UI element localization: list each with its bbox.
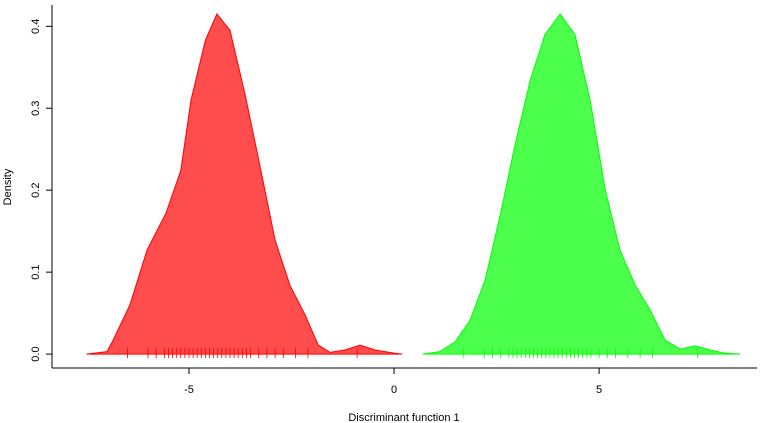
y-tick-label: 0.1	[30, 264, 42, 279]
x-axis-title: Discriminant function 1	[348, 412, 459, 423]
y-axis-title: Density	[2, 168, 14, 205]
y-tick-label: 0.3	[30, 101, 42, 116]
density-area	[422, 13, 741, 355]
x-tick-label: 0	[391, 384, 397, 396]
y-tick-label: 0.2	[30, 183, 42, 198]
y-tick-label: 0.4	[30, 19, 42, 34]
density-area	[86, 13, 403, 355]
x-tick-label: 5	[596, 384, 602, 396]
x-tick-label: -5	[184, 384, 194, 396]
y-tick-label: 0.0	[30, 346, 42, 361]
